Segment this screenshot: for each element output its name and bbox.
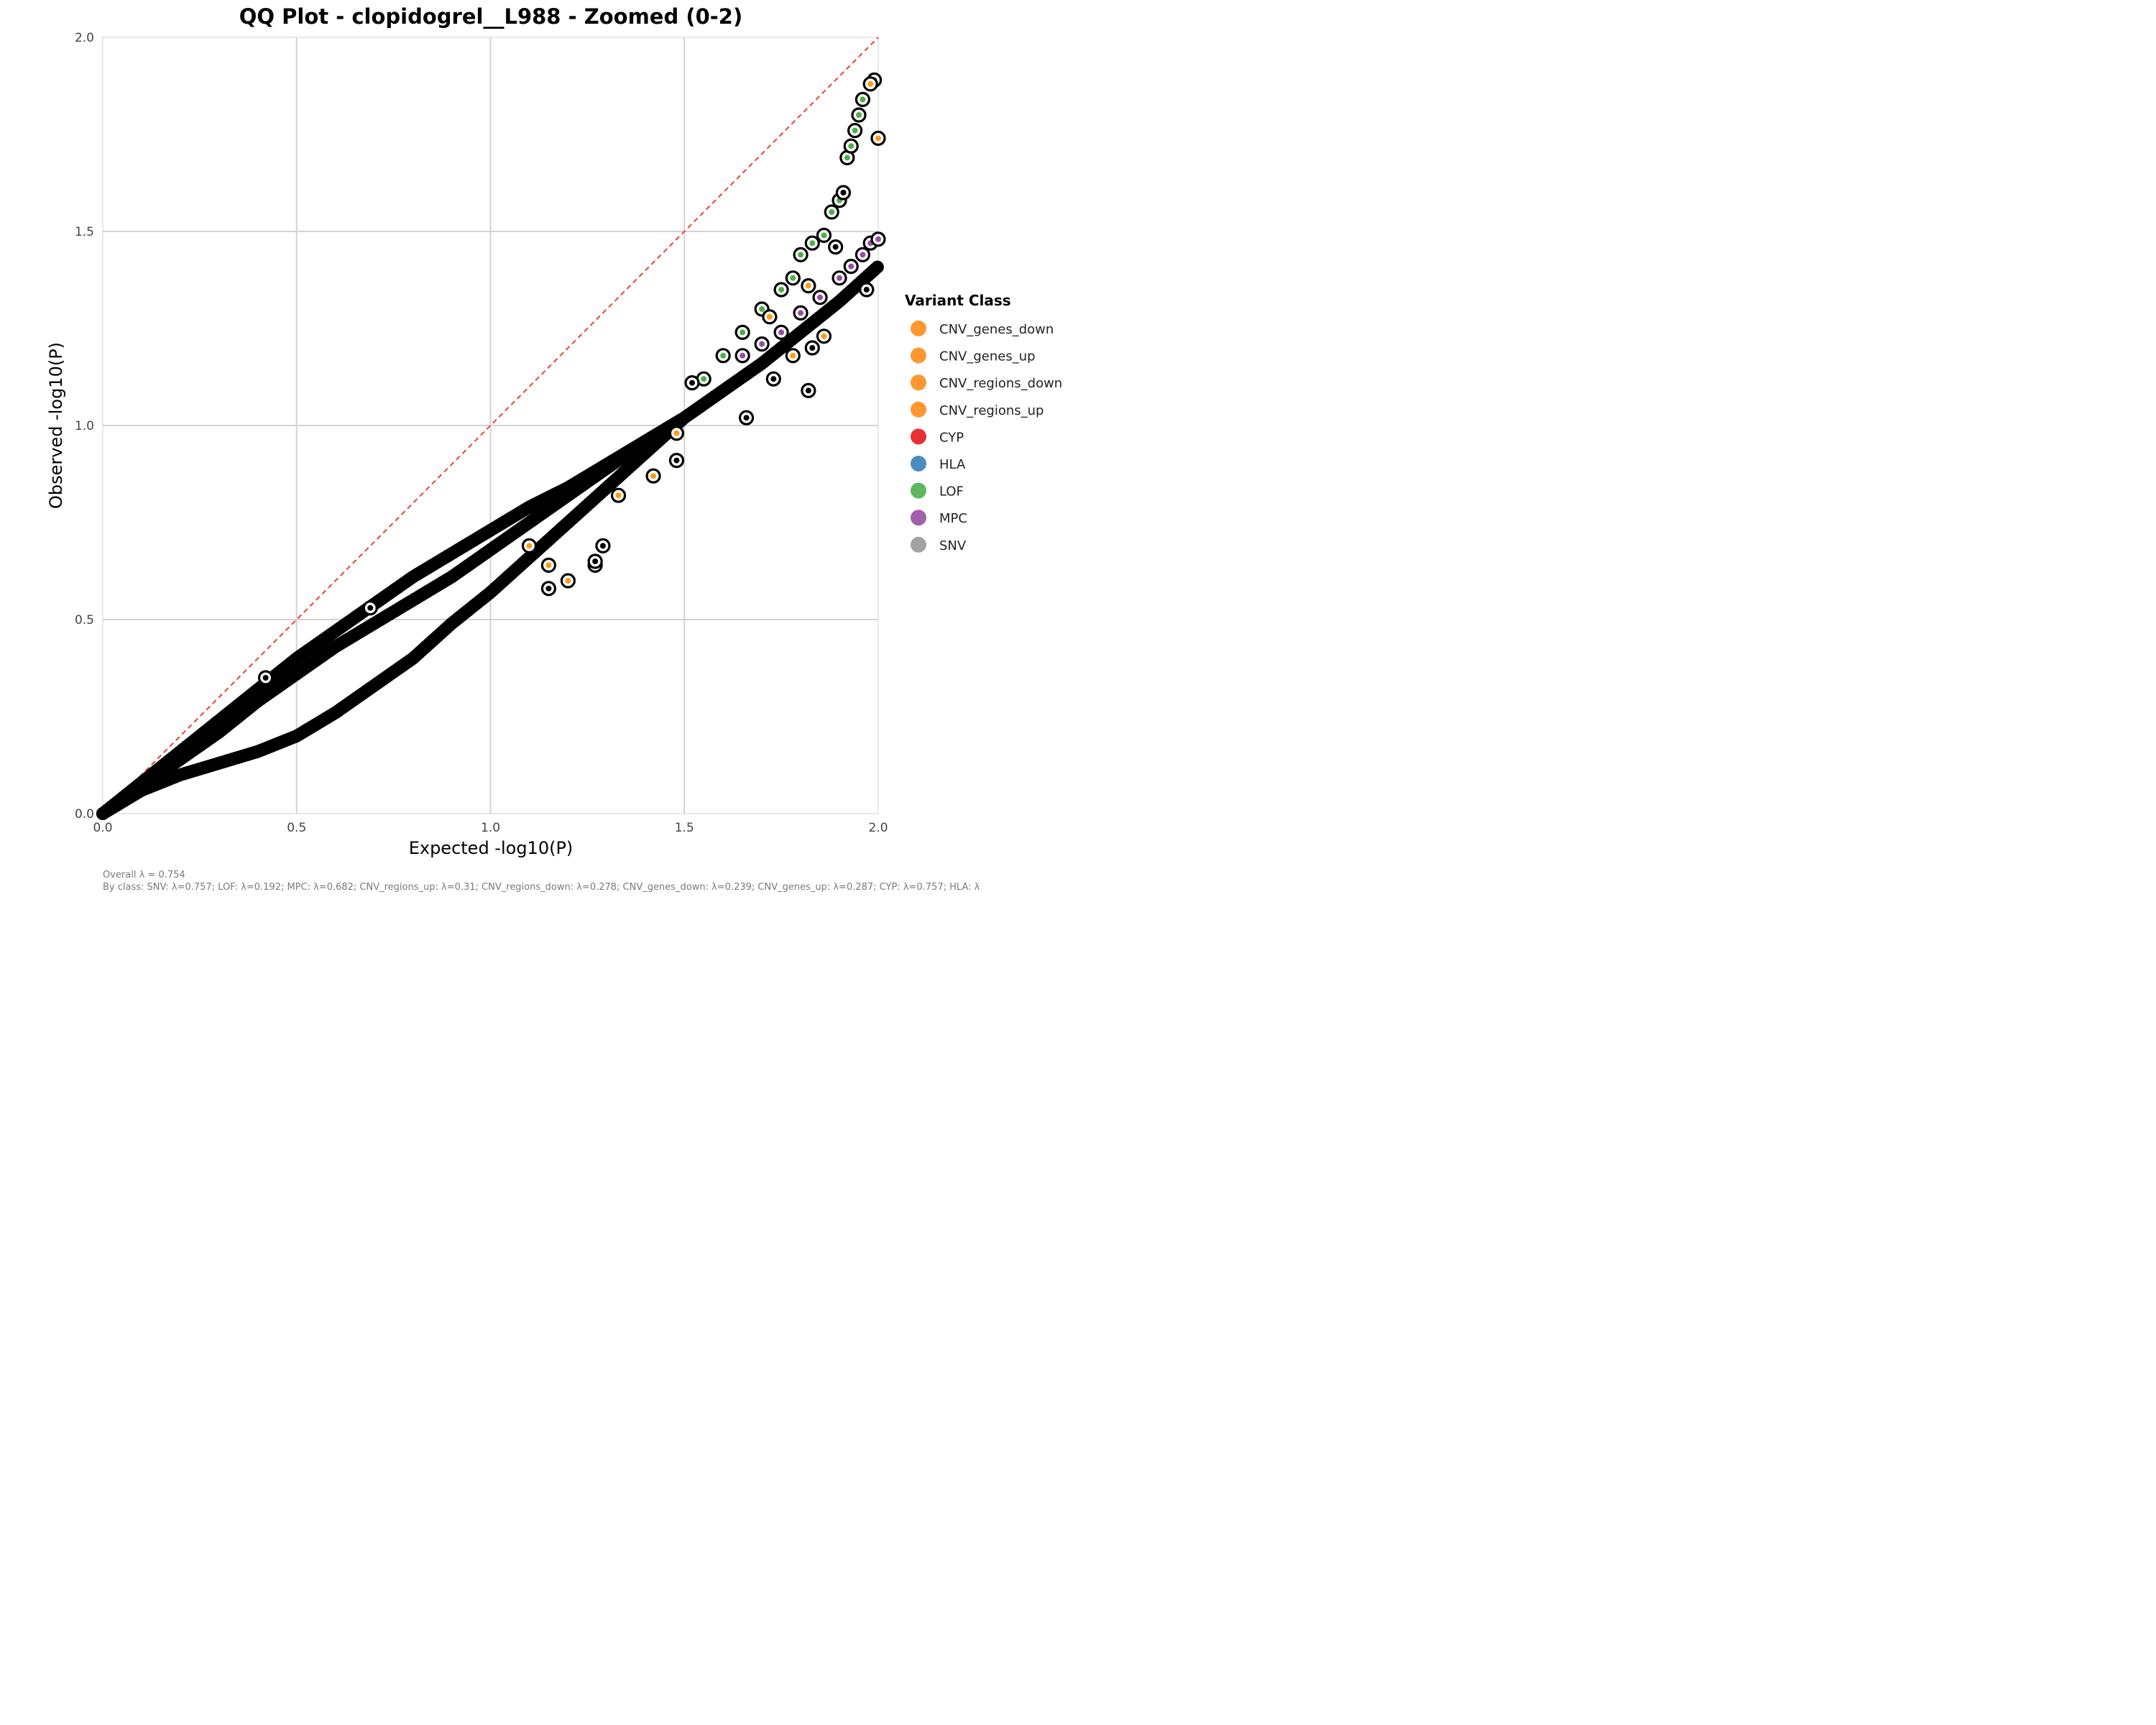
x-tick-label: 2.0 [868, 821, 888, 835]
series-hla [96, 413, 689, 820]
point [852, 127, 858, 134]
legend-label: MPC [939, 511, 967, 526]
point [848, 143, 854, 150]
point [860, 252, 866, 258]
x-axis-label: Expected -log10(P) [409, 838, 573, 858]
x-tick-label: 0.0 [93, 821, 112, 835]
point [817, 294, 824, 300]
point [860, 96, 866, 103]
y-axis-label: Observed -log10(P) [46, 342, 66, 509]
point [770, 376, 777, 382]
point [844, 155, 850, 161]
point [673, 430, 680, 436]
point [821, 232, 827, 239]
y-tick-label: 0.0 [75, 807, 94, 822]
legend-label: CNV_regions_down [939, 376, 1062, 391]
series-outliers [257, 185, 875, 686]
point [615, 492, 622, 499]
point [875, 236, 881, 242]
point [759, 306, 765, 312]
legend-marker [911, 536, 926, 553]
legend-marker [911, 482, 926, 499]
legend-label: CNV_genes_down [939, 322, 1054, 337]
point [870, 260, 884, 274]
chart-title: QQ Plot - clopidogrel__L988 - Zoomed (0-… [239, 4, 742, 29]
point [565, 578, 571, 584]
legend-marker [911, 347, 926, 364]
point [759, 341, 765, 347]
overall-lambda: Overall λ = 0.754 [103, 870, 185, 880]
point [545, 562, 552, 569]
point [262, 675, 269, 681]
point [809, 240, 816, 247]
y-tick-label: 0.5 [75, 613, 94, 627]
point [743, 415, 750, 421]
legend-label: HLA [939, 457, 966, 472]
legend: Variant Class CNV_genes_down CNV_genes_up… [905, 292, 1062, 553]
legend-marker [911, 321, 926, 336]
y-tick-label: 2.0 [75, 31, 94, 45]
legend-label: CNV_regions_up [939, 403, 1044, 418]
legend-label: CNV_genes_up [939, 349, 1036, 364]
point [829, 209, 835, 215]
point [875, 135, 881, 142]
point [837, 275, 843, 281]
data-points [96, 72, 886, 820]
qq-plot: QQ Plot - clopidogrel__L988 - Zoomed (0-… [46, 4, 1062, 858]
point [798, 310, 804, 316]
point [778, 287, 785, 293]
legend-marker [911, 401, 926, 418]
point [592, 558, 599, 564]
legend-marker [911, 510, 926, 526]
point [766, 313, 773, 320]
legend-marker [911, 428, 926, 445]
x-axis-ticks: 0.0 0.5 1.0 1.5 2.0 [93, 821, 888, 835]
point [867, 80, 874, 87]
point [840, 190, 847, 196]
point [790, 352, 796, 359]
grid-lines [103, 37, 878, 814]
point [701, 376, 707, 382]
point [863, 287, 870, 293]
point [832, 244, 839, 250]
series-lof [696, 72, 883, 387]
y-tick-label: 1.5 [75, 225, 94, 239]
x-tick-label: 1.5 [675, 821, 694, 835]
legend-label: CYP [939, 430, 964, 445]
legend-title: Variant Class [905, 292, 1011, 309]
point [367, 604, 374, 611]
reference-line [102, 37, 879, 814]
series-cnv [521, 76, 886, 589]
point [545, 585, 552, 592]
class-lambdas: By class: SNV: λ=0.757; LOF: λ=0.192; MP… [103, 882, 980, 893]
point [673, 457, 680, 464]
point [848, 263, 854, 270]
point [740, 352, 746, 359]
y-axis-ticks: 0.0 0.5 1.0 1.5 2.0 [75, 31, 94, 822]
legend-label: LOF [939, 484, 964, 500]
point [821, 333, 827, 339]
series-mpc [734, 231, 886, 364]
point [676, 413, 689, 426]
x-tick-label: 1.0 [481, 821, 500, 835]
point [809, 345, 816, 351]
x-tick-label: 0.5 [287, 821, 306, 835]
point [778, 329, 785, 336]
point [526, 543, 533, 549]
point [599, 543, 606, 549]
point [720, 352, 727, 359]
point [856, 112, 862, 118]
point [689, 380, 696, 386]
point [650, 473, 657, 479]
point [805, 387, 811, 394]
legend-marker [911, 374, 926, 391]
point [740, 329, 746, 336]
y-tick-label: 1.0 [75, 419, 94, 433]
legend-marker [911, 456, 926, 472]
legend-label: SNV [939, 538, 967, 553]
point [790, 275, 796, 281]
point [798, 252, 804, 258]
point [805, 282, 811, 289]
